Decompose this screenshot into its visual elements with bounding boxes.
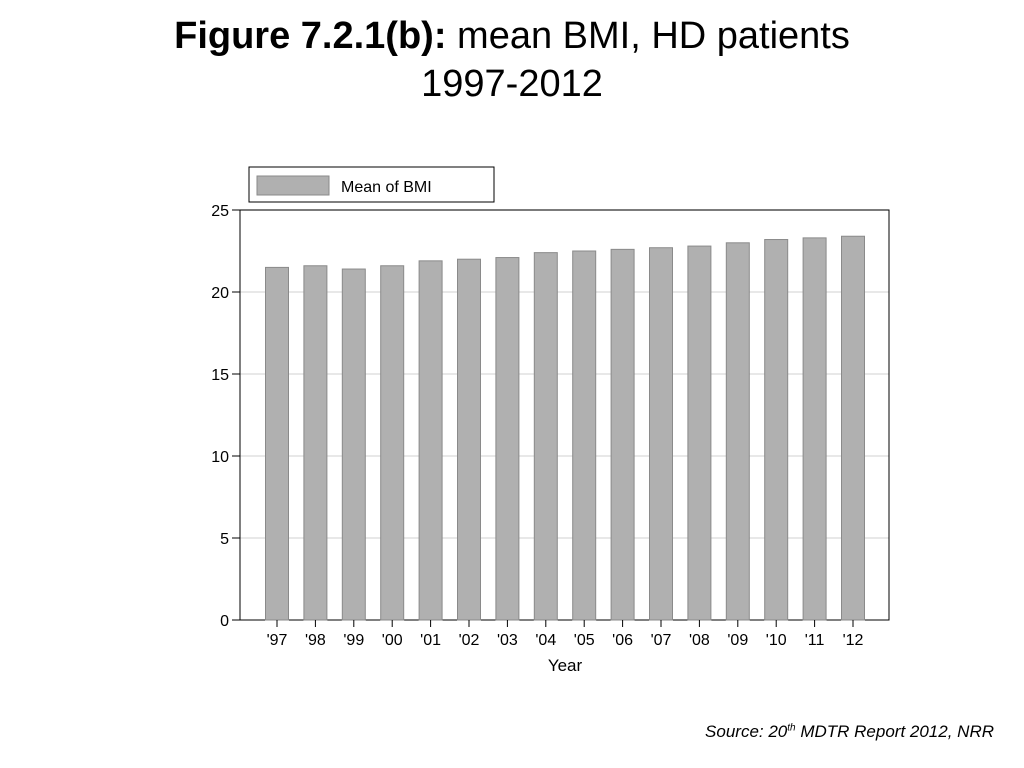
y-tick-label: 0 — [220, 613, 229, 630]
bar — [687, 245, 712, 621]
bar — [725, 242, 750, 621]
source-superscript: th — [787, 722, 796, 734]
bar — [457, 258, 481, 621]
bar — [764, 239, 789, 621]
bar — [610, 248, 635, 621]
legend-swatch — [256, 175, 330, 196]
source-prefix: Source: 20 — [705, 722, 788, 741]
x-tick-label: '10 — [766, 632, 787, 649]
bar — [533, 252, 558, 621]
title-year-range: 1997-2012 — [421, 63, 603, 105]
y-tick-label: 25 — [211, 203, 229, 220]
bar — [802, 237, 827, 621]
x-tick-label: '99 — [343, 632, 364, 649]
x-tick-label: '05 — [574, 632, 595, 649]
bar — [649, 247, 673, 621]
x-tick-label: '04 — [535, 632, 556, 649]
x-tick-label: '07 — [651, 632, 672, 649]
x-tick-label: '97 — [267, 632, 288, 649]
x-tick-label: '06 — [612, 632, 633, 649]
plot-frame — [239, 209, 890, 621]
y-tick-label: 10 — [211, 449, 229, 466]
legend-label: Mean of BMI — [341, 179, 432, 196]
bar — [265, 266, 289, 621]
bar — [841, 235, 865, 621]
chart-title: Figure 7.2.1(b): mean BMI, HD patients 1… — [0, 12, 1024, 108]
y-tick-label: 5 — [220, 531, 229, 548]
y-tick-label: 15 — [211, 367, 229, 384]
title-description: mean BMI, HD patients — [446, 15, 850, 57]
source-suffix: MDTR Report 2012, NRR — [795, 722, 994, 741]
x-tick-label: '11 — [805, 632, 825, 649]
bar — [572, 250, 597, 621]
x-tick-label: '01 — [420, 632, 441, 649]
title-figure-label: Figure 7.2.1(b): — [174, 15, 447, 57]
x-tick-label: '09 — [727, 632, 748, 649]
bar — [341, 268, 366, 621]
bar — [380, 265, 405, 621]
x-tick-label: '08 — [689, 632, 710, 649]
x-tick-label: '02 — [459, 632, 480, 649]
source-note: Source: 20th MDTR Report 2012, NRR — [705, 722, 994, 742]
x-tick-label: '98 — [305, 632, 326, 649]
x-tick-label: '00 — [382, 632, 403, 649]
y-tick-label: 20 — [211, 285, 229, 302]
x-tick-label: '03 — [497, 632, 518, 649]
bar — [303, 265, 328, 621]
bar — [418, 260, 443, 621]
x-axis-label: Year — [548, 656, 583, 675]
x-tick-label: '12 — [843, 632, 864, 649]
bar — [495, 257, 520, 621]
